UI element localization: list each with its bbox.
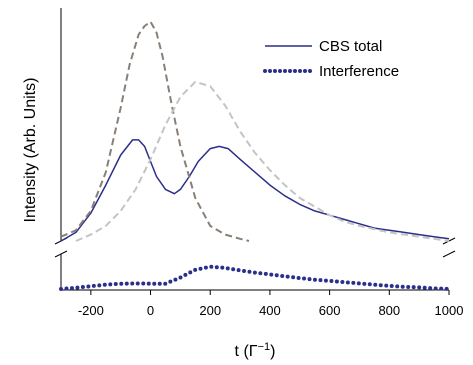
x-tick-label: 0: [147, 303, 154, 318]
x-axis-label: t (Γ−1): [235, 341, 276, 360]
legend-label-interference: Interference: [319, 63, 399, 80]
x-tick-label: 1000: [435, 303, 464, 318]
x-tick-label: 600: [319, 303, 341, 318]
legend-label-cbs-total: CBS total: [319, 38, 382, 55]
x-tick-label: 800: [378, 303, 400, 318]
series-line-dashed-3: [75, 80, 450, 242]
x-axis-label-close: ): [270, 343, 275, 360]
x-tick-label: -200: [78, 303, 104, 318]
legend: CBS total Interference: [263, 38, 399, 80]
x-ticks: -200 0 200 400 600 800 1000: [78, 290, 464, 318]
series-line-cbs-total: [60, 139, 450, 242]
x-tick-label: 200: [199, 303, 221, 318]
x-tick-label: 400: [259, 303, 281, 318]
series-line-dashed-2: [60, 20, 250, 242]
x-axis-label-main: t (Γ: [235, 343, 258, 360]
series-layer: [59, 20, 451, 291]
y-axis-label: Intensity (Arb. Units): [22, 78, 39, 223]
series-line-interference: [59, 264, 451, 291]
x-axis-label-sup: −1: [258, 341, 271, 353]
